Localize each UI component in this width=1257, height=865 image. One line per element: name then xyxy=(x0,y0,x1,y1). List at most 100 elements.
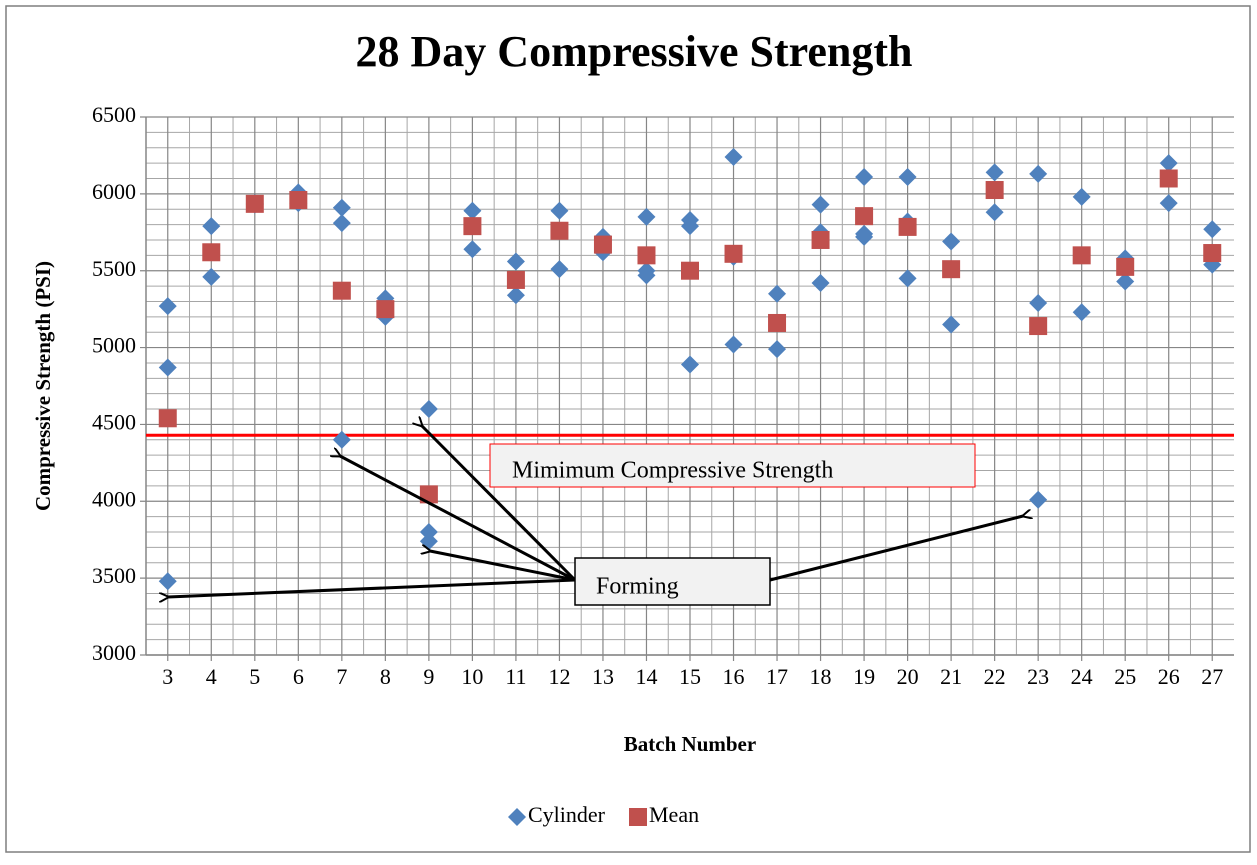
point xyxy=(202,267,221,286)
x-tick-label: 13 xyxy=(592,664,614,689)
point xyxy=(1159,169,1178,188)
x-tick-label: 20 xyxy=(897,664,919,689)
arrow xyxy=(422,426,577,582)
arrows xyxy=(168,426,1023,597)
x-tick-label: 22 xyxy=(984,664,1006,689)
grid: 3000 3500 4000 4500 5000 5500 6000 6500 3 4 5 6 7 8 9 1… xyxy=(92,102,1234,689)
x-tick-label: 5 xyxy=(249,664,260,689)
x-axis-label: Batch Number xyxy=(624,732,756,756)
point xyxy=(1203,255,1222,274)
annotation: Forming xyxy=(596,574,679,600)
x-tick-label: 9 xyxy=(423,664,434,689)
x-tick-label: 6 xyxy=(293,664,304,689)
point xyxy=(768,284,787,303)
point xyxy=(550,221,569,240)
point xyxy=(463,201,482,220)
point xyxy=(419,523,438,542)
point xyxy=(158,572,177,591)
x-tick-label: 16 xyxy=(723,664,745,689)
x-tick-label: 18 xyxy=(810,664,832,689)
point xyxy=(985,203,1004,222)
x-tick-label: 25 xyxy=(1114,664,1136,689)
point xyxy=(1116,257,1135,276)
point xyxy=(506,270,525,289)
chart-title: 28 Day Compressive Strength xyxy=(356,27,913,76)
point xyxy=(593,235,612,254)
x-tick-label: 7 xyxy=(336,664,347,689)
point xyxy=(1072,303,1091,322)
annotations: Mimimum Compressive Strength Forming xyxy=(168,426,1023,606)
point xyxy=(463,217,482,236)
y-tick-label: 6500 xyxy=(92,102,136,127)
y-tick-label: 3000 xyxy=(92,640,136,665)
point xyxy=(855,207,874,226)
x-tick-label: 4 xyxy=(206,664,217,689)
point xyxy=(550,260,569,279)
y-axis-label: Compressive Strength (PSI) xyxy=(31,261,55,511)
point xyxy=(637,266,656,285)
legend-label: Cylinder xyxy=(528,802,606,827)
point xyxy=(681,261,699,280)
point xyxy=(942,232,961,251)
point xyxy=(332,281,351,300)
point xyxy=(1029,317,1048,336)
point xyxy=(376,300,395,319)
point xyxy=(1203,244,1222,263)
point xyxy=(289,191,308,210)
point xyxy=(942,260,961,279)
x-tick-label: 10 xyxy=(461,664,483,689)
arrow xyxy=(430,551,576,582)
chart-border xyxy=(5,5,1251,853)
x-tick-label: 3 xyxy=(162,664,173,689)
x-tick-label: 11 xyxy=(505,664,526,689)
x-tick-label: 27 xyxy=(1201,664,1223,689)
point xyxy=(158,297,177,316)
point xyxy=(332,198,351,217)
x-tick-label: 15 xyxy=(679,664,701,689)
x-tick-label: 21 xyxy=(940,664,962,689)
point xyxy=(681,217,699,236)
point xyxy=(898,167,917,186)
x-tick-label: 19 xyxy=(853,664,875,689)
point xyxy=(898,217,917,236)
point xyxy=(1072,187,1091,206)
y-tick-label: 4000 xyxy=(92,486,136,511)
point xyxy=(332,430,351,449)
x-tick-label: 23 xyxy=(1027,664,1049,689)
point xyxy=(898,269,917,288)
point xyxy=(681,355,699,374)
point xyxy=(1159,194,1178,213)
annotation-box xyxy=(574,557,771,606)
point xyxy=(724,244,743,263)
point xyxy=(1029,490,1048,509)
point xyxy=(811,274,830,293)
arrow xyxy=(168,578,576,597)
point xyxy=(1159,154,1178,173)
point xyxy=(506,252,525,271)
x-tick-label: 24 xyxy=(1071,664,1093,689)
point xyxy=(245,194,264,213)
y-tick-label: 5500 xyxy=(92,256,136,281)
legend-marker xyxy=(629,808,647,826)
point xyxy=(158,358,177,377)
point xyxy=(724,335,743,354)
point xyxy=(811,230,830,249)
point xyxy=(768,313,787,332)
arrow xyxy=(769,516,1023,582)
point xyxy=(985,163,1004,182)
point xyxy=(942,315,961,334)
y-tick-label: 5000 xyxy=(92,333,136,358)
x-tick-label: 26 xyxy=(1158,664,1180,689)
point xyxy=(637,207,656,226)
legend: Cylinder Mean xyxy=(508,802,699,827)
point xyxy=(855,227,874,246)
point xyxy=(332,214,351,233)
point xyxy=(1029,164,1048,183)
y-tick-label: 6000 xyxy=(92,179,136,204)
y-tick-label: 3500 xyxy=(92,563,136,588)
legend-marker xyxy=(508,808,526,826)
x-tick-label: 8 xyxy=(380,664,391,689)
point xyxy=(637,246,656,265)
